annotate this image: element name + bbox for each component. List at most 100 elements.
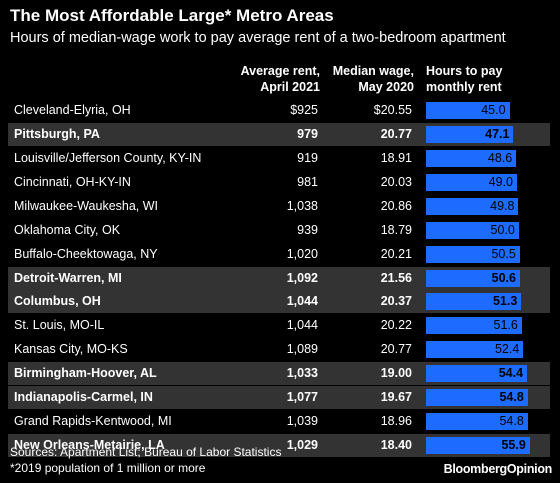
hours-value-label: 48.6: [487, 150, 513, 165]
hours-value-label: 49.0: [488, 174, 513, 189]
hours-bar: [426, 365, 528, 383]
sources-note: Sources: Apartment List; Bureau of Labor…: [10, 445, 282, 459]
hours-value-label: 50.6: [491, 270, 516, 285]
table-row: Cleveland-Elyria, OH $925 $20.55 45.0: [8, 99, 550, 122]
metro-name: Indianapolis-Carmel, IN: [14, 390, 153, 405]
wage-value: 19.67: [380, 390, 412, 405]
rent-value: 979: [297, 126, 318, 141]
rent-value: 1,029: [286, 438, 318, 453]
metro-name: Kansas City, MO-KS: [14, 342, 128, 357]
hours-value-label: 50.0: [490, 222, 515, 237]
wage-value: 20.22: [380, 318, 412, 333]
rent-value: 919: [297, 150, 318, 165]
table-row: Detroit-Warren, MI 1,092 21.56 50.6: [8, 266, 550, 290]
metro-name: Cincinnati, OH-KY-IN: [14, 174, 131, 189]
table-row: Kansas City, MO-KS 1,089 20.77 52.4: [8, 338, 550, 361]
wage-value: 20.21: [380, 246, 412, 261]
rent-value: 1,039: [286, 414, 318, 429]
hours-value-label: 50.5: [491, 246, 516, 261]
metro-name: Pittsburgh, PA: [14, 126, 100, 141]
metro-name: Milwaukee-Waukesha, WI: [14, 198, 159, 213]
chart-title: The Most Affordable Large* Metro Areas: [10, 6, 334, 25]
table-row: Indianapolis-Carmel, IN 1,077 19.67 54.8: [8, 386, 550, 410]
hours-header-line1: Hours to pay: [426, 64, 503, 78]
hours-column-header: Hours to pay monthly rent: [426, 63, 502, 95]
hours-bar: [426, 102, 510, 119]
hours-value-label: 54.8: [499, 414, 524, 429]
metro-name: Cleveland-Elyria, OH: [14, 103, 131, 117]
wage-value: $20.55: [373, 103, 412, 117]
hours-value-label: 51.6: [493, 318, 518, 333]
rent-header-line2: April 2021: [260, 80, 320, 94]
hours-bar: [426, 269, 520, 287]
wage-column-header: Median wage, May 2020: [333, 63, 414, 95]
rent-value: 1,089: [286, 342, 318, 357]
footnote: *2019 population of 1 million or more: [10, 461, 206, 475]
hours-value-label: 47.1: [485, 126, 510, 141]
table-row: Grand Rapids-Kentwood, MI 1,039 18.96 54.8: [8, 410, 550, 433]
bloomberg-opinion-logo: BloombergOpinion: [443, 462, 553, 476]
wage-value: 19.00: [380, 366, 412, 381]
metro-name: Grand Rapids-Kentwood, MI: [14, 414, 172, 429]
hours-value-label: 54.8: [499, 390, 524, 405]
rent-value: 1,044: [286, 294, 318, 309]
rent-value: 1,092: [286, 270, 318, 285]
hours-value-label: 45.0: [481, 103, 506, 117]
hours-bar: [426, 245, 520, 263]
hours-bar: [426, 437, 530, 455]
metro-name: Oklahoma City, OK: [14, 222, 121, 237]
hours-value-label: 54.4: [498, 366, 524, 381]
table-row: Oklahoma City, OK 939 18.79 50.0: [8, 219, 550, 242]
metro-name: New Orleans-Metairie, LA: [14, 438, 165, 453]
rent-value: $925: [290, 103, 318, 117]
chart-subtitle: Hours of median-wage work to pay average…: [10, 30, 506, 46]
metro-name: Buffalo-Cheektowaga, NY: [14, 246, 158, 261]
hours-value-label: 51.3: [492, 294, 518, 309]
hours-bar: [426, 389, 528, 407]
rent-value: 981: [297, 174, 318, 189]
table-row: Louisville/Jefferson County, KY-IN 919 18.…: [8, 147, 550, 170]
rent-value: 1,033: [286, 366, 318, 381]
rent-column-header: Average rent, April 2021: [241, 63, 320, 95]
wage-value: 20.86: [380, 198, 412, 213]
hours-bar: [426, 341, 524, 359]
hours-value-label: 52.4: [494, 342, 520, 357]
metro-name: St. Louis, MO-IL: [14, 318, 105, 333]
wage-value: 20.03: [380, 174, 412, 189]
table-row: New Orleans-Metairie, LA 1,029 18.40 55.9: [8, 434, 550, 458]
wage-value: 20.77: [380, 342, 412, 357]
wage-value: 18.91: [380, 150, 412, 165]
table-row: Cincinnati, OH-KY-IN 981 20.03 49.0: [8, 171, 550, 194]
hours-bar: [426, 197, 519, 215]
wage-value: 20.37: [380, 294, 412, 309]
wage-value: 18.40: [380, 438, 412, 453]
table-row: Milwaukee-Waukesha, WI 1,038 20.86 49.8: [8, 195, 550, 218]
table-row: Pittsburgh, PA 979 20.77 47.1: [8, 122, 550, 146]
rent-value: 1,044: [286, 318, 318, 333]
table-row: St. Louis, MO-IL 1,044 20.22 51.6: [8, 314, 550, 337]
hours-header-line2: monthly rent: [426, 80, 502, 94]
wage-value: 18.96: [380, 414, 412, 429]
hours-bar: [426, 221, 519, 239]
table-row: Columbus, OH 1,044 20.37 51.3: [8, 290, 550, 314]
rent-header-line1: Average rent,: [240, 64, 320, 78]
rent-value: 939: [297, 222, 318, 237]
hours-bar: [426, 149, 517, 167]
rent-value: 1,020: [286, 246, 318, 261]
hours-bar: [426, 125, 514, 143]
rent-value: 1,038: [286, 198, 318, 213]
metro-name: Louisville/Jefferson County, KY-IN: [14, 150, 202, 165]
table-row: Buffalo-Cheektowaga, NY 1,020 20.21 50.5: [8, 243, 550, 266]
metro-name: Detroit-Warren, MI: [14, 270, 122, 285]
hours-bar: [426, 293, 522, 311]
wage-value: 20.77: [380, 126, 412, 141]
rent-value: 1,077: [286, 390, 318, 405]
wage-value: 21.56: [380, 270, 412, 285]
hours-bar: [426, 317, 522, 335]
hours-value-label: 49.8: [490, 198, 515, 213]
metro-name: Columbus, OH: [14, 294, 101, 309]
wage-header-line2: May 2020: [358, 80, 414, 94]
hours-bar: [426, 173, 517, 191]
table-row: Birmingham-Hoover, AL 1,033 19.00 54.4: [8, 362, 550, 386]
